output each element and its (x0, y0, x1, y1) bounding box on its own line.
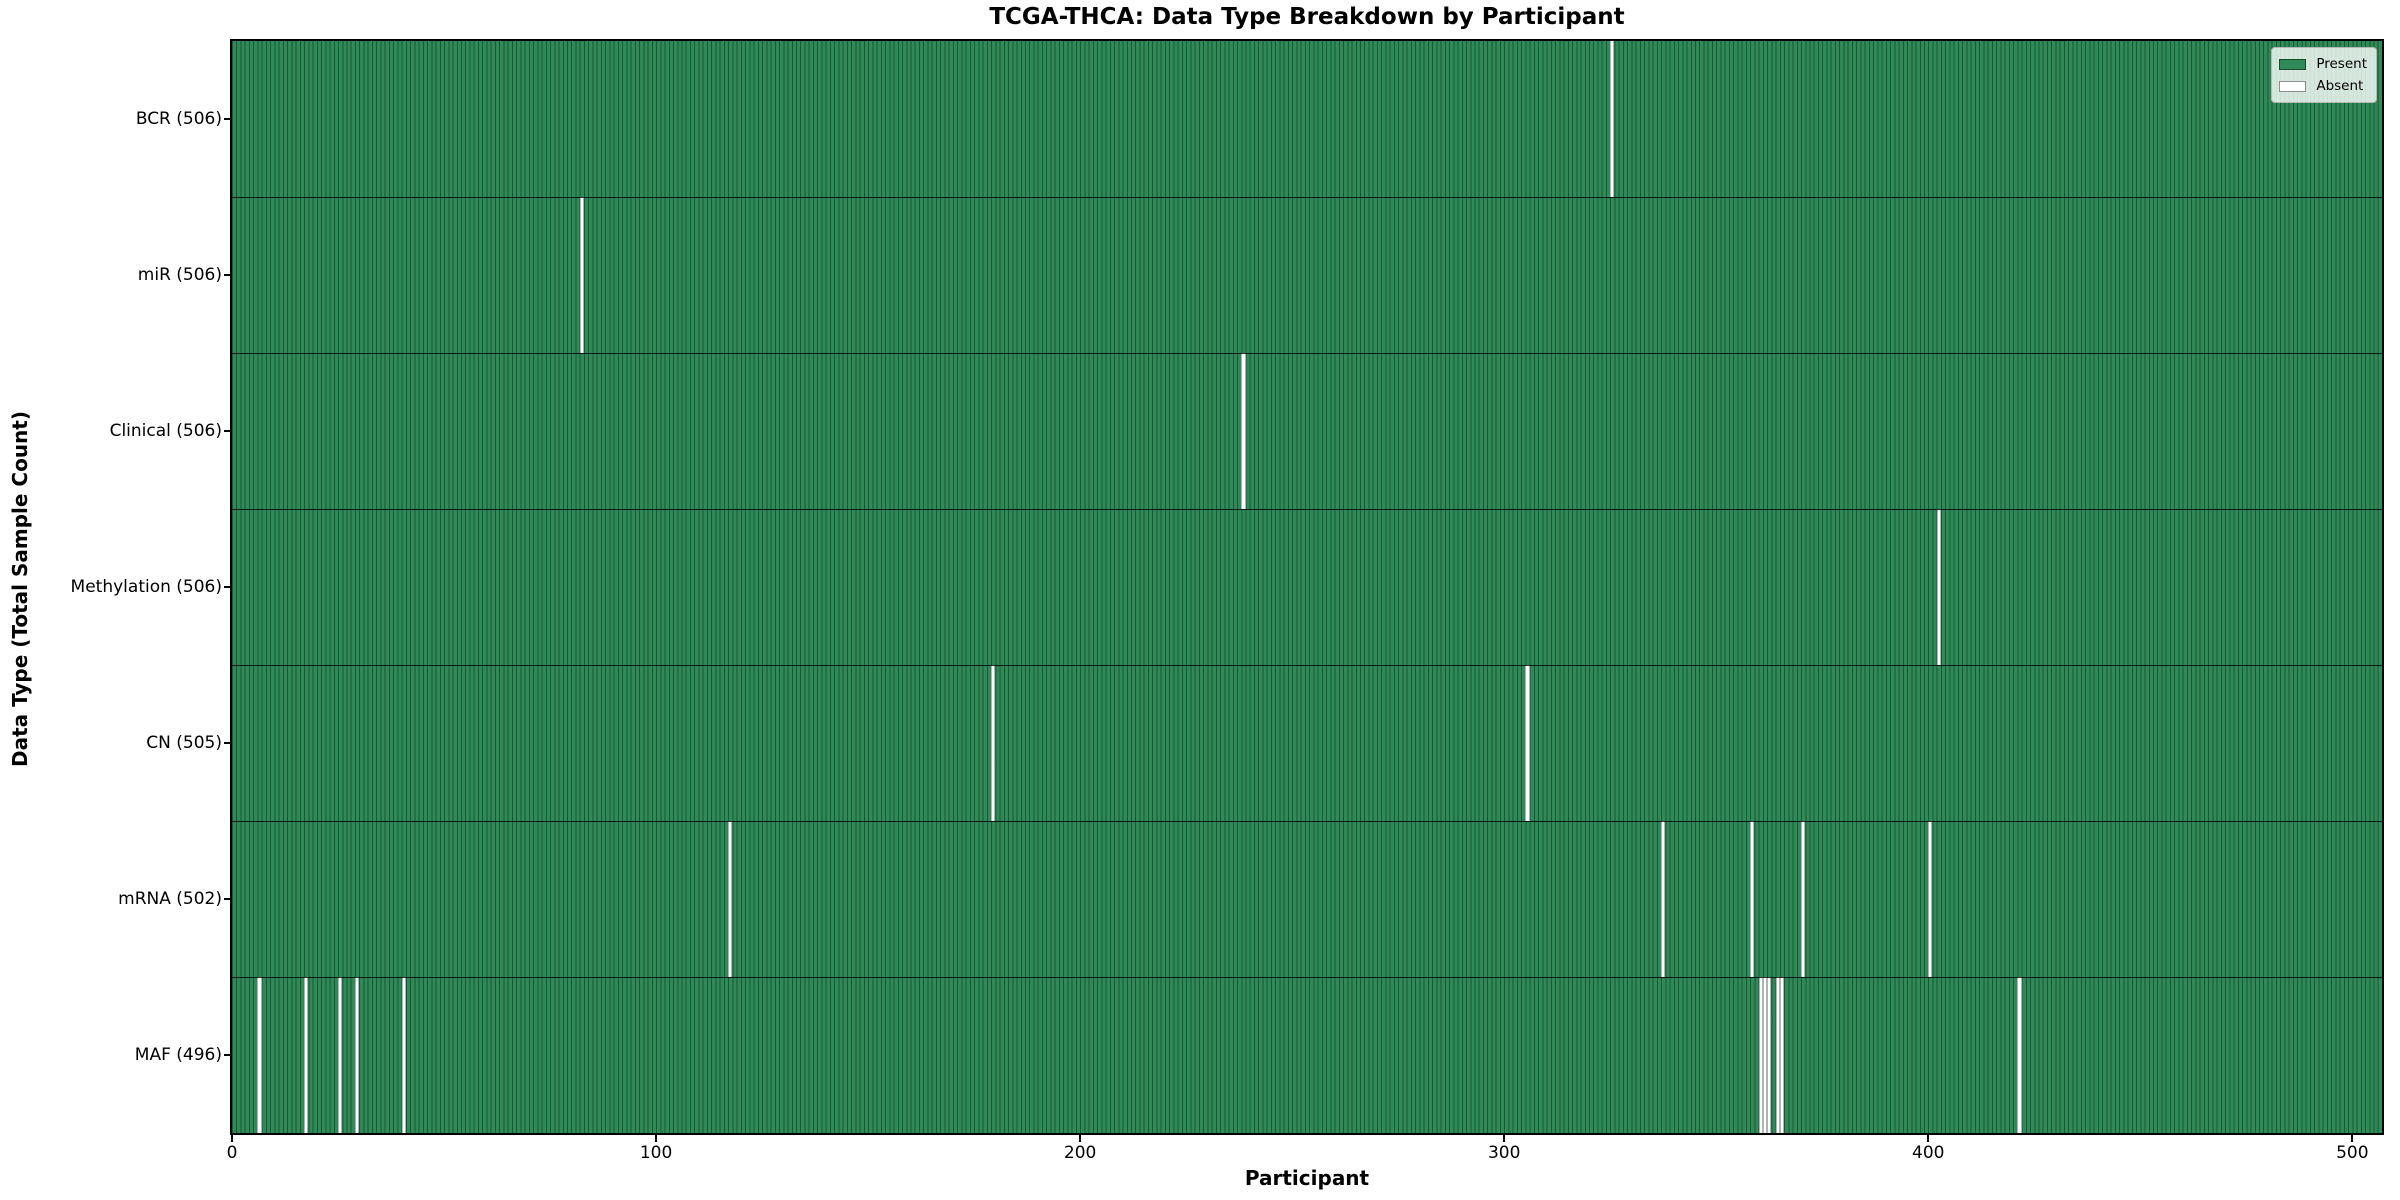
row-divider (232, 196, 2382, 198)
ytick-mark (224, 742, 232, 744)
ytick-label-CN: CN (505) (146, 733, 222, 753)
present-swatch-icon (2279, 58, 2307, 70)
ytick-label-BCR: BCR (506) (135, 109, 222, 129)
xtick-label-200: 200 (1063, 1143, 1097, 1163)
xtick-mark (1079, 1133, 1082, 1142)
xtick-mark (655, 1133, 658, 1142)
absent-cell-mRNA-337 (1661, 821, 1666, 977)
legend-item-absent: Absent (2279, 75, 2367, 97)
ytick-mark (224, 430, 232, 432)
xtick-mark (1503, 1133, 1506, 1142)
ytick-label-mRNA: mRNA (502) (118, 889, 222, 909)
legend-label-present: Present (2316, 56, 2367, 72)
absent-cell-MAF-421 (2017, 977, 2022, 1133)
legend-label-absent: Absent (2316, 78, 2364, 94)
absent-cell-CN-305 (1525, 665, 1530, 821)
absent-cell-miR-82 (579, 197, 584, 353)
absent-cell-Methylation-402 (1936, 509, 1941, 665)
absent-cell-mRNA-370 (1801, 821, 1806, 977)
chart-title: TCGA-THCA: Data Type Breakdown by Partic… (989, 4, 1625, 30)
plot-area: Present Absent (232, 41, 2382, 1133)
xtick-label-400: 400 (1912, 1143, 1945, 1163)
row-divider (232, 664, 2382, 666)
absent-cell-MAF-25 (338, 977, 343, 1133)
legend: Present Absent (2271, 47, 2377, 103)
ytick-mark (224, 118, 232, 120)
ytick-mark (224, 898, 232, 900)
row-divider (232, 508, 2382, 510)
ytick-label-Methylation: Methylation (506) (70, 577, 222, 597)
ytick-mark (224, 1054, 232, 1056)
xtick-mark (231, 1133, 233, 1142)
ytick-mark (224, 586, 232, 588)
absent-cell-MAF-17 (304, 977, 309, 1133)
row-divider (232, 352, 2382, 354)
absent-cell-mRNA-117 (728, 821, 733, 977)
row-divider (232, 976, 2382, 978)
absent-cell-MAF-6 (257, 977, 262, 1133)
absent-cell-MAF-29 (354, 977, 360, 1133)
absent-cell-mRNA-400 (1928, 821, 1933, 977)
absent-cell-MAF-362 (1767, 977, 1772, 1133)
ytick-label-miR: miR (506) (137, 265, 222, 285)
absent-cell-MAF-365 (1779, 977, 1785, 1133)
xtick-label-0: 0 (226, 1143, 238, 1163)
legend-item-present: Present (2279, 53, 2367, 75)
ytick-label-Clinical: Clinical (506) (109, 421, 222, 441)
absent-cell-CN-179 (991, 665, 996, 821)
ytick-label-MAF: MAF (496) (134, 1045, 222, 1065)
row-divider (232, 820, 2382, 822)
absent-cell-BCR-325 (1610, 41, 1615, 197)
absent-cell-MAF-40 (401, 977, 406, 1133)
xtick-mark (1927, 1133, 1930, 1142)
absent-cell-MAF-361 (1762, 977, 1768, 1133)
absent-cell-Clinical-238 (1241, 353, 1246, 509)
absent-cell-mRNA-358 (1750, 821, 1755, 977)
absent-cell-MAF-360 (1758, 977, 1763, 1133)
ytick-mark (224, 274, 232, 276)
xtick-label-500: 500 (2336, 1143, 2369, 1163)
xtick-label-100: 100 (639, 1143, 673, 1163)
absent-swatch-icon (2279, 80, 2307, 92)
xtick-mark (2351, 1133, 2354, 1142)
xtick-label-300: 300 (1487, 1143, 1521, 1163)
absent-cell-MAF-364 (1775, 977, 1780, 1133)
x-axis-label: Participant (1244, 1166, 1370, 1190)
